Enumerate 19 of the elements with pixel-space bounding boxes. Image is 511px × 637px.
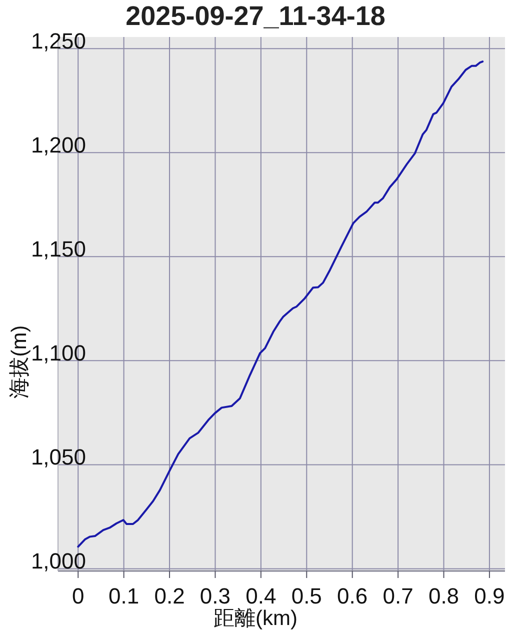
y-tick-label: 1,200 [30,132,86,158]
x-tick-label: 0 [72,584,84,608]
x-tick-label: 0.3 [200,584,231,608]
y-tick-label: 1,100 [30,340,86,366]
x-tick-label: 0.5 [291,584,322,608]
x-tick-label: 0.6 [337,584,368,608]
y-tick-label: 1,050 [30,444,86,470]
y-tick-label: 1,250 [30,28,86,54]
y-tick-label: 1,000 [30,548,86,574]
x-tick-label: 0.7 [382,584,414,608]
chart-title: 2025-09-27_11-34-18 [126,1,386,31]
x-tick-label: 0.9 [474,584,505,608]
x-tick-label: 0.4 [246,584,276,608]
x-tick-label: 0.1 [108,584,140,608]
x-tick-label: 0.2 [154,584,185,608]
y-tick-label: 1,150 [30,236,86,262]
y-axis-title: 海拔(m) [8,325,31,399]
x-tick-label: 0.8 [428,584,460,608]
x-axis-title: 距離(km) [214,607,298,630]
